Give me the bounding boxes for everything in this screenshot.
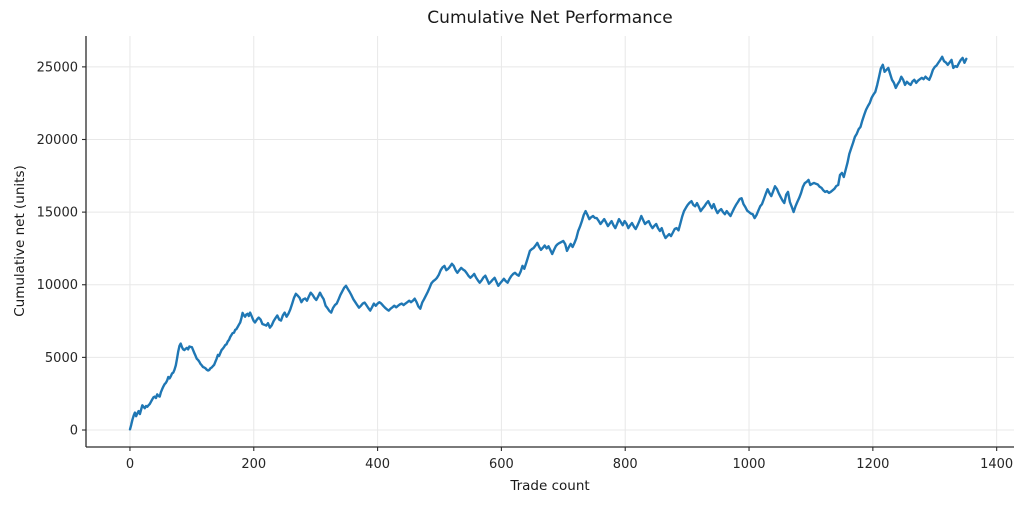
x-tick-label: 0 [126,457,134,472]
x-tick-label: 1400 [980,457,1013,472]
y-axis-label: Cumulative net (units) [12,165,28,317]
chart-title: Cumulative Net Performance [427,8,673,28]
x-tick-label: 600 [489,457,514,472]
y-tick-label: 25000 [37,60,78,75]
performance-line [128,55,968,431]
y-tick-label: 5000 [45,351,78,366]
y-tick-label: 10000 [37,278,78,293]
x-tick-label: 1200 [856,457,889,472]
y-tick-label: 20000 [37,133,78,148]
x-tick-label: 400 [365,457,390,472]
x-tick-label: 200 [241,457,266,472]
y-tick-label: 15000 [37,206,78,221]
x-tick-label: 800 [613,457,638,472]
x-tick-label: 1000 [732,457,765,472]
y-tick-label: 0 [70,424,78,439]
x-axis-label: Trade count [510,478,590,494]
